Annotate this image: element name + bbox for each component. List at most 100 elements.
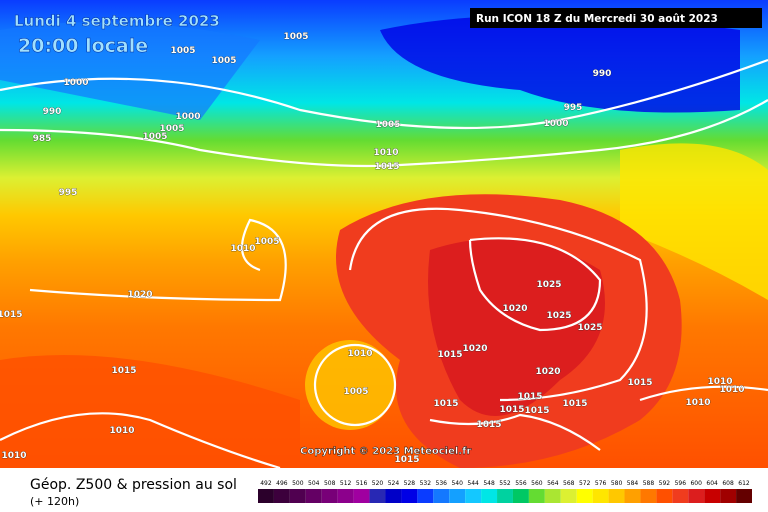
low-area [0, 22, 260, 120]
isobar-label: 1000 [63, 78, 88, 88]
legend-label: 528 [404, 480, 416, 487]
isobar-label: 1015 [111, 366, 136, 376]
legend-label: 492 [260, 480, 272, 487]
legend-label: 608 [722, 480, 734, 487]
isobar-label: 1005 [283, 32, 308, 42]
legend-label: 572 [579, 480, 591, 487]
isobar-label: 1005 [159, 124, 184, 134]
legend-label: 544 [467, 480, 479, 487]
legend-label: 540 [451, 480, 463, 487]
warm-area [0, 355, 300, 468]
isobar-label: 1000 [543, 119, 568, 129]
legend-swatch [656, 489, 673, 503]
isobar-label: 985 [33, 134, 52, 144]
isobar-label: 1015 [476, 420, 501, 430]
isobar-label: 1015 [374, 162, 399, 172]
isobar-label: 1025 [546, 311, 571, 321]
legend-swatch [704, 489, 721, 503]
isobar-label: 1005 [343, 387, 368, 397]
legend-swatch [289, 489, 306, 503]
legend-label: 612 [738, 480, 750, 487]
isobar-label: 1020 [127, 290, 152, 300]
isobar-label: 1010 [230, 244, 255, 254]
isobar-label: 1010 [347, 349, 372, 359]
legend-swatch [512, 489, 529, 503]
legend-label: 524 [388, 480, 400, 487]
legend-swatch [401, 489, 418, 503]
legend-swatch [736, 489, 752, 503]
isobar-label: 1005 [142, 132, 167, 142]
legend-swatch [720, 489, 737, 503]
run-label: Run ICON 18 Z du Mercredi 30 août 2023 [476, 13, 718, 25]
isobar-label: 1010 [1, 451, 26, 461]
legend-swatch [369, 489, 386, 503]
legend-swatch [688, 489, 705, 503]
isobar-label: 1015 [524, 406, 549, 416]
isobars [0, 58, 768, 470]
isobar-label: 1005 [375, 120, 400, 130]
isobar-label: 1005 [211, 56, 236, 66]
date-label: Lundi 4 septembre 2023 [14, 12, 220, 30]
isobar-label: 1015 [499, 405, 524, 415]
legend-swatch [481, 489, 498, 503]
legend-swatch [385, 489, 402, 503]
isobar-label: 1000 [175, 112, 200, 122]
legend-label: 584 [627, 480, 639, 487]
legend-swatch [528, 489, 545, 503]
legend-label: 596 [675, 480, 687, 487]
isobar-label: 1010 [719, 385, 744, 395]
legend-label: 500 [292, 480, 304, 487]
isobar-label: 1025 [536, 280, 561, 290]
isobar-label: 1015 [437, 350, 462, 360]
isobar-label: 1015 [394, 455, 419, 465]
legend-swatch [592, 489, 609, 503]
isobar-label: 1015 [517, 392, 542, 402]
isobar-label: 1010 [707, 377, 732, 387]
legend-label: 512 [340, 480, 352, 487]
time-label: 20:00 locale [18, 35, 148, 57]
legend-swatch [576, 489, 593, 503]
isobar-label: 1010 [373, 148, 398, 158]
isobar-label: 1005 [170, 46, 195, 56]
legend-swatch [417, 489, 434, 503]
legend-swatch [608, 489, 625, 503]
isobar-label: 1025 [577, 323, 602, 333]
legend-swatch [337, 489, 354, 503]
low-area [380, 15, 740, 113]
legend-label: 532 [420, 480, 432, 487]
legend-swatch [544, 489, 561, 503]
legend-swatch [433, 489, 450, 503]
legend-label: 556 [515, 480, 527, 487]
legend-swatch [321, 489, 338, 503]
legend-swatch [640, 489, 657, 503]
isobar-label: 1015 [433, 399, 458, 409]
legend-label: 580 [611, 480, 623, 487]
legend-label: 536 [436, 480, 448, 487]
isobar-label: 1015 [0, 310, 23, 320]
isobar-label: 1005 [254, 237, 279, 247]
isobar-label: 1015 [562, 399, 587, 409]
high-core [428, 238, 605, 416]
legend-swatch [353, 489, 370, 503]
legend-swatch [305, 489, 322, 503]
legend-label: 588 [643, 480, 655, 487]
legend-label: 504 [308, 480, 320, 487]
isobar-label: 1020 [535, 367, 560, 377]
legend-swatch [465, 489, 482, 503]
legend-label: 568 [563, 480, 575, 487]
legend-swatch [624, 489, 641, 503]
isobar-label: 1010 [109, 426, 134, 436]
legend-label: 516 [356, 480, 368, 487]
legend-label: 496 [276, 480, 288, 487]
legend-swatch [449, 489, 466, 503]
isobar-label: 995 [564, 103, 583, 113]
legend-label: 604 [706, 480, 718, 487]
legend-swatch [497, 489, 513, 503]
legend-label: 508 [324, 480, 336, 487]
cut-off-low [305, 340, 395, 430]
legend-label: 520 [372, 480, 384, 487]
legend-label: 576 [595, 480, 607, 487]
legend-swatch [258, 489, 274, 503]
isobar-label: 1015 [627, 378, 652, 388]
